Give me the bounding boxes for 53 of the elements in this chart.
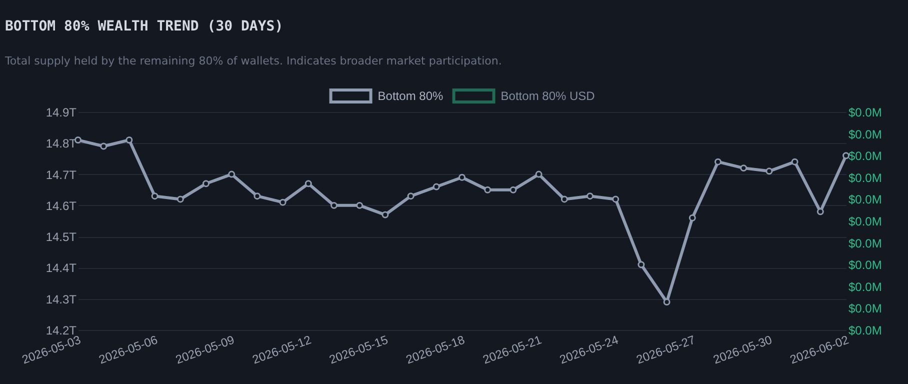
point xyxy=(74,136,82,144)
y2-tick-label: $0.0M xyxy=(848,192,882,207)
chart-title: BOTTOM 80% WEALTH TREND (30 DAYS) xyxy=(4,18,284,34)
point xyxy=(638,261,645,268)
chart-subtitle: Total supply held by the remaining 80% of wallets. Indicates broader market participation. xyxy=(4,54,502,68)
y2-tick-label: $0.0M xyxy=(848,236,882,250)
point xyxy=(356,202,364,209)
point xyxy=(432,183,440,190)
y-tick-label: 14.6T xyxy=(46,198,78,213)
point xyxy=(151,192,158,200)
point xyxy=(535,170,542,178)
point xyxy=(791,158,798,166)
y2-tick-label: $0.0M xyxy=(848,149,882,164)
y2-tick-label: $0.0M xyxy=(848,170,882,185)
point xyxy=(458,174,466,181)
y-tick-label: 14.3T xyxy=(46,292,78,306)
y-tick-label: 14.4T xyxy=(46,261,78,276)
y2-tick-label: $0.0M xyxy=(848,106,882,120)
point xyxy=(688,214,696,222)
point xyxy=(766,168,773,175)
point xyxy=(202,180,210,188)
point xyxy=(407,192,414,200)
point xyxy=(510,186,517,194)
point xyxy=(740,164,748,172)
point xyxy=(612,196,620,203)
point xyxy=(714,158,722,166)
point xyxy=(330,202,338,209)
legend-label: Bottom 80% USD xyxy=(500,89,596,103)
y-tick-label: 14.5T xyxy=(46,230,78,244)
point xyxy=(254,192,261,200)
y2-tick-label: $0.0M xyxy=(848,324,882,338)
y2-tick-label: $0.0M xyxy=(848,127,882,142)
point xyxy=(126,136,133,144)
y-tick-label: 14.7T xyxy=(46,168,78,182)
point xyxy=(586,192,594,200)
point xyxy=(228,170,236,178)
point xyxy=(484,186,492,194)
point xyxy=(560,196,568,203)
y2-tick-label: $0.0M xyxy=(848,280,882,294)
point xyxy=(663,298,670,306)
point xyxy=(100,142,108,150)
point xyxy=(304,180,312,188)
point xyxy=(279,198,286,206)
legend-label: Bottom 80% xyxy=(378,89,444,103)
point xyxy=(176,196,184,203)
y-tick-label: 14.2T xyxy=(46,324,78,338)
y2-tick-label: $0.0M xyxy=(848,302,882,316)
y2-tick-label: $0.0M xyxy=(848,258,882,272)
point xyxy=(382,211,389,218)
point xyxy=(816,208,824,216)
y2-tick-label: $0.0M xyxy=(848,214,882,228)
y-tick-label: 14.8T xyxy=(46,136,78,151)
y-tick-label: 14.9T xyxy=(46,106,78,120)
